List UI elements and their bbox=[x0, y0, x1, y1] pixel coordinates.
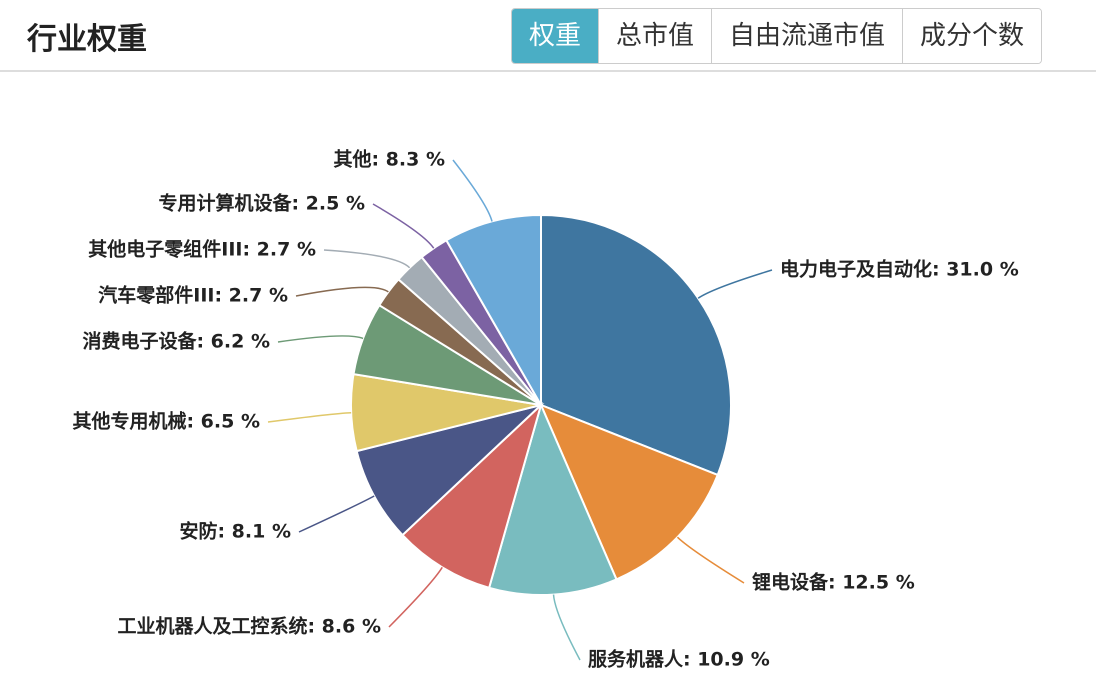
data-label: 工业机器人及工控系统: 8.6 % bbox=[117, 615, 381, 638]
data-label: 其他电子零组件III: 2.7 % bbox=[88, 238, 316, 261]
leader-line bbox=[697, 269, 773, 299]
pie-slice bbox=[444, 213, 542, 409]
leader-line bbox=[298, 495, 375, 533]
pie-slice bbox=[355, 403, 545, 537]
divider bbox=[0, 70, 1096, 72]
leader-line bbox=[277, 335, 364, 343]
data-label: 服务机器人: 10.9 % bbox=[588, 648, 770, 671]
tab[interactable]: 总市值 bbox=[598, 9, 712, 63]
leader-line bbox=[676, 536, 745, 584]
data-label: 汽车零部件III: 2.7 % bbox=[98, 284, 288, 307]
pie-slice bbox=[487, 402, 618, 596]
tab[interactable]: 权重 bbox=[512, 9, 599, 63]
tab[interactable]: 成分个数 bbox=[902, 9, 1042, 63]
pie-slice bbox=[539, 403, 719, 581]
pie-slice bbox=[401, 401, 543, 590]
leader-line bbox=[323, 249, 411, 269]
tab-bar: 权重 总市值 自由流通市值 成分个数 bbox=[511, 8, 1043, 64]
leader-line bbox=[388, 566, 443, 628]
leader-line bbox=[552, 594, 581, 661]
section-title: 行业权重 bbox=[27, 22, 147, 57]
data-label: 消费电子设备: 6.2 % bbox=[82, 330, 270, 353]
leader-line bbox=[295, 286, 389, 297]
tab[interactable]: 自由流通市值 bbox=[711, 9, 903, 63]
leader-line bbox=[267, 412, 352, 423]
leader-line bbox=[372, 203, 435, 249]
data-label: 专用计算机设备: 2.5 % bbox=[158, 192, 365, 215]
data-label: 其他: 8.3 % bbox=[333, 148, 445, 171]
data-label: 其他专用机械: 6.5 % bbox=[72, 410, 260, 433]
data-label: 安防: 8.1 % bbox=[179, 520, 291, 543]
pie-slice bbox=[540, 213, 732, 477]
leader-line bbox=[452, 159, 493, 222]
data-label: 锂电设备: 12.5 % bbox=[752, 571, 915, 594]
data-label: 电力电子及自动化: 31.0 % bbox=[780, 258, 1019, 281]
